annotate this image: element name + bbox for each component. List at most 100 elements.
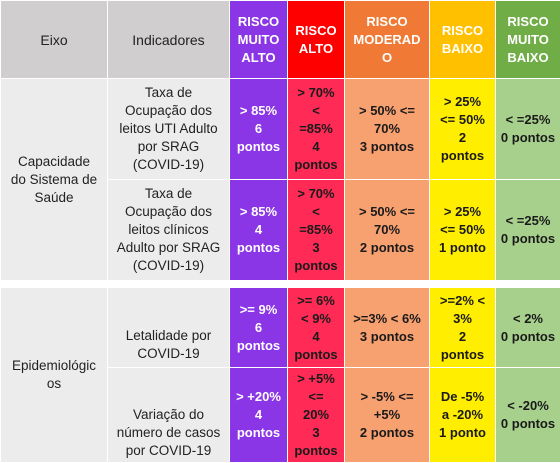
cell-line: < [312, 103, 320, 118]
cell-line: 4 [255, 222, 262, 237]
cell-line: 3 [312, 240, 319, 255]
cell-line: pontos [294, 258, 337, 273]
cell-line: > +5% [297, 371, 335, 386]
indicador-variacao: Variação do número de casos por COVID-19 [108, 368, 230, 463]
cell-line: < =25% [506, 213, 551, 228]
cell-line: RISCO [238, 14, 279, 29]
cell-line: 2 pontos [360, 240, 414, 255]
cell-line: 0 pontos [501, 329, 555, 344]
cell-line: > -5% <= [360, 389, 413, 404]
cell-line: 1 ponto [439, 425, 486, 440]
cell-line: <= [308, 389, 323, 404]
cell-line: > 70% [297, 85, 334, 100]
cell-line: > 25% [444, 94, 481, 109]
eixo-epidemiologicos: Epidemiológic os [1, 288, 108, 463]
cell-line: BAIXO [507, 50, 548, 65]
cell-line: 4 [312, 139, 319, 154]
cell-line: Ocupação dos [125, 204, 212, 219]
cell-moderado: > -5% <=+5%2 pontos [345, 368, 430, 463]
cell-muito-baixo: < 2% 0 pontos [496, 288, 560, 368]
header-indicadores: Indicadores [108, 1, 230, 79]
cell-line: <= 50% [440, 222, 485, 237]
cell-line: (COVID-19) [133, 157, 204, 172]
cell-line: pontos [237, 338, 280, 353]
cell-line: ALTO [241, 50, 275, 65]
cell-line: número de casos [117, 425, 221, 440]
cell-moderado: > 50% <=70%2 pontos [345, 180, 430, 281]
cell-line: O [382, 50, 392, 65]
cell-line: 4 [312, 329, 319, 344]
cell-line: >= 9% [240, 302, 278, 317]
cell-line: pontos [441, 148, 484, 163]
cell-line: >=2% < [440, 293, 485, 308]
cell-baixo: > 25%<= 50%1 ponto [430, 180, 496, 281]
cell-line: pontos [294, 157, 337, 172]
cell-moderado: >=3% < 6% 3 pontos [345, 288, 430, 368]
cell-muito-baixo: < =25%0 pontos [496, 79, 560, 180]
cell-line: Epidemiológic [12, 358, 96, 373]
cell-line: RISCO [442, 23, 483, 38]
cell-line: Taxa de [145, 85, 192, 100]
cell-line: < 2% [513, 311, 543, 326]
cell-line: os [47, 376, 61, 391]
header-eixo: Eixo [1, 1, 108, 79]
cell-line: 6 [255, 121, 262, 136]
cell-line: > 50% <= [359, 204, 415, 219]
cell-muito-baixo: < -20%0 pontos [496, 368, 560, 463]
cell-baixo: De -5% a -20% 1 ponto [430, 368, 496, 463]
cell-line: pontos [237, 240, 280, 255]
cell-line: 70% [374, 121, 400, 136]
cell-muito-alto: > +20% 4 pontos [230, 368, 288, 463]
cell-line: > 50% <= [359, 103, 415, 118]
cell-line: 6 [255, 320, 262, 335]
cell-line: 3 pontos [360, 329, 414, 344]
cell-line: 2 [459, 130, 466, 145]
cell-line: 3 pontos [360, 139, 414, 154]
cell-line: Variação do [133, 407, 204, 422]
cell-line: Saúde [34, 190, 73, 205]
cell-line: a -20% [442, 407, 483, 422]
cell-line: >=3% < 6% [353, 311, 421, 326]
cell-line: >= 6% [297, 293, 335, 308]
cell-line: > 85% [240, 103, 277, 118]
cell-line: > 70% [297, 186, 334, 201]
cell-moderado: > 50% <= 70% 3 pontos [345, 79, 430, 180]
cell-line: por COVID-19 [126, 443, 212, 458]
cell-line: 0 pontos [501, 130, 555, 145]
cell-line: =85% [299, 222, 333, 237]
cell-line: 3% [453, 311, 472, 326]
cell-line: Adulto por SRAG [117, 240, 221, 255]
cell-line: > +20% [236, 389, 281, 404]
cell-line: BAIXO [442, 41, 483, 56]
cell-line: leitos UTI Adulto [119, 121, 217, 136]
cell-muito-baixo: < =25% 0 pontos [496, 180, 560, 281]
cell-line: 0 pontos [501, 416, 555, 431]
cell-line: pontos [237, 425, 280, 440]
cell-line: 1 ponto [439, 240, 486, 255]
cell-line: ALTO [299, 41, 333, 56]
cell-line: RISCO [507, 14, 548, 29]
cell-line: 0 pontos [501, 231, 555, 246]
cell-line: pontos [294, 347, 337, 362]
cell-line: 4 [255, 407, 262, 422]
cell-line: 20% [303, 407, 329, 422]
cell-line: 2 pontos [360, 425, 414, 440]
cell-line: leitos clínicos [128, 222, 208, 237]
cell-line: De -5% [441, 389, 484, 404]
